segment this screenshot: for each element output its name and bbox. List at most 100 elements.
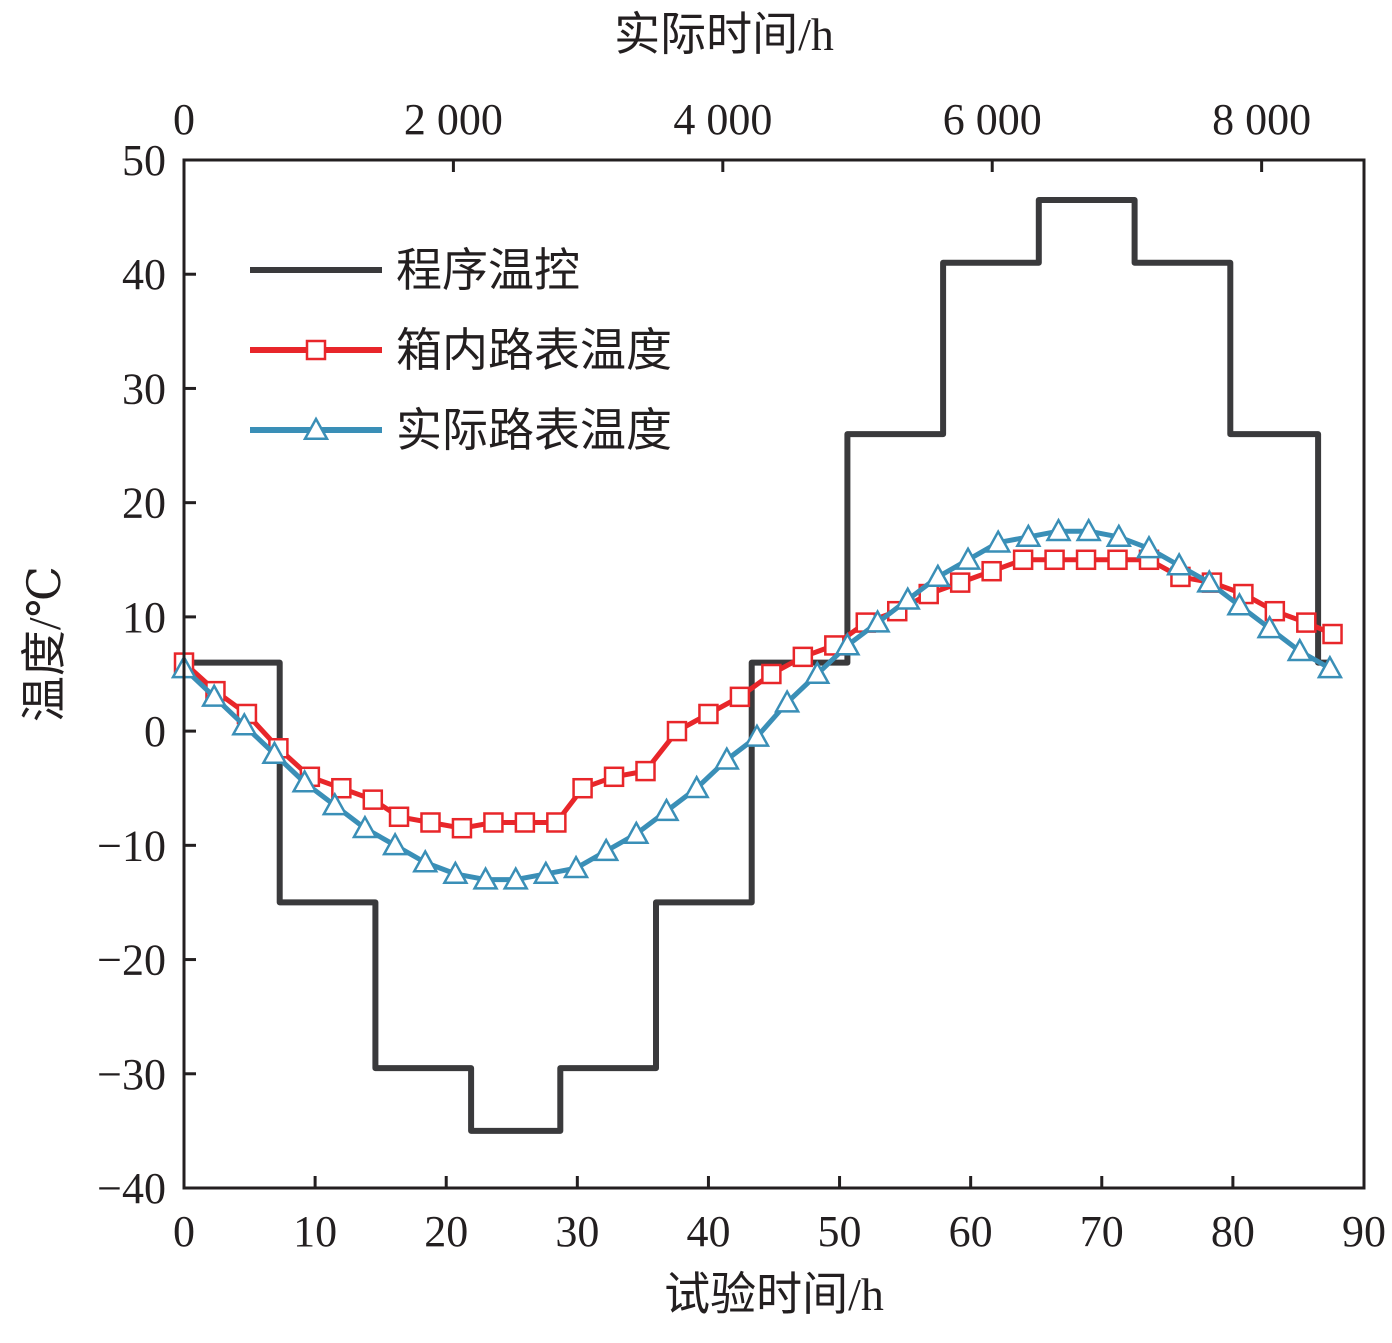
data-point-box-surface-temp [1296, 612, 1317, 633]
data-point-box-surface-temp [362, 789, 384, 810]
data-point-actual-surface-temp [351, 814, 379, 839]
data-point-actual-surface-temp [985, 529, 1012, 553]
data-point-box-surface-temp [761, 663, 782, 685]
data-point-box-surface-temp [603, 766, 625, 788]
data-point-actual-surface-temp [864, 609, 891, 633]
y-tick-label: −30 [97, 1050, 166, 1099]
top-x-tick-label: 4 000 [673, 95, 772, 144]
data-point-actual-surface-temp [773, 688, 801, 713]
data-point-actual-surface-temp [683, 774, 710, 799]
data-point-actual-surface-temp [1226, 591, 1253, 616]
data-point-box-surface-temp [514, 812, 536, 833]
series-line-box-surface-temp [182, 557, 1334, 831]
series-program-control [184, 197, 1332, 1134]
data-point-box-surface-temp [792, 646, 814, 668]
series-line-program-control [184, 197, 1332, 1134]
x-tick-label: 90 [1342, 1207, 1386, 1256]
axes: 0 10 20 30 40 50 60 70 80 90 0 2 000 4 000 6 000 8 000… [97, 95, 1386, 1256]
y-axis-title: 温度/℃ [19, 566, 70, 722]
data-point-box-surface-temp [483, 812, 504, 833]
series-line-actual-surface-temp [182, 528, 1332, 883]
data-point-box-surface-temp [1044, 549, 1065, 571]
data-point-actual-surface-temp [1286, 637, 1313, 662]
x-tick-label: 50 [818, 1207, 862, 1256]
series-actual-surface-temp [170, 517, 1344, 890]
data-point-box-surface-temp [420, 812, 441, 833]
x-tick-label: 10 [293, 1207, 337, 1256]
data-point-box-surface-temp [981, 560, 1002, 582]
data-point-actual-surface-temp [1105, 523, 1132, 547]
data-point-actual-surface-temp [532, 860, 559, 884]
data-point-actual-surface-temp [804, 660, 831, 685]
data-point-actual-surface-temp [834, 631, 861, 656]
x-tick-label: 0 [173, 1207, 195, 1256]
data-point-actual-surface-temp [924, 563, 952, 587]
data-point-actual-surface-temp [653, 797, 680, 822]
y-tick-label: −20 [97, 936, 166, 985]
data-point-actual-surface-temp [1075, 517, 1102, 542]
data-point-box-surface-temp [635, 760, 656, 782]
data-point-actual-surface-temp [321, 791, 348, 816]
legend-label-program-control: 程序温控 [396, 245, 580, 296]
data-point-box-surface-temp [1322, 623, 1343, 645]
data-point-actual-surface-temp [954, 546, 982, 570]
x-tick-label: 30 [555, 1207, 599, 1256]
data-point-actual-surface-temp [623, 820, 650, 844]
data-point-box-surface-temp [546, 812, 567, 833]
data-point-actual-surface-temp [894, 586, 921, 610]
data-point-actual-surface-temp [713, 746, 740, 770]
series-box-surface-temp [173, 549, 1343, 839]
data-point-actual-surface-temp [1256, 614, 1283, 639]
data-point-actual-surface-temp [743, 723, 771, 747]
legend-marker-box-surface-temp [305, 339, 327, 361]
data-point-actual-surface-temp [412, 848, 439, 873]
y-tick-label: 0 [144, 707, 166, 756]
top-x-tick-label: 6 000 [943, 95, 1042, 144]
legend-label-actual-surface-temp: 实际路表温度 [396, 405, 672, 456]
data-point-actual-surface-temp [502, 866, 529, 890]
y-tick-label: 30 [122, 364, 166, 413]
data-point-box-surface-temp [1107, 549, 1128, 571]
data-point-actual-surface-temp [1015, 523, 1042, 547]
data-point-box-surface-temp [572, 777, 593, 799]
x-tick-label: 40 [686, 1207, 730, 1256]
data-point-box-surface-temp [666, 720, 688, 742]
x-tick-label: 70 [1080, 1207, 1124, 1256]
plot-frame [182, 158, 1366, 1190]
data-point-actual-surface-temp [472, 866, 499, 890]
data-point-actual-surface-temp [201, 683, 228, 707]
data-point-actual-surface-temp [231, 711, 258, 736]
y-tick-label: −40 [97, 1164, 166, 1213]
x-axis-title: 试验时间/h [664, 1269, 884, 1320]
x-tick-label: 20 [424, 1207, 468, 1256]
data-point-actual-surface-temp [593, 837, 620, 862]
data-point-box-surface-temp [949, 572, 971, 593]
data-point-box-surface-temp [451, 817, 473, 839]
x-tick-label: 60 [949, 1207, 993, 1256]
legend: 程序温控 箱内路表温度 实际路表温度 [250, 245, 672, 456]
legend-item-program-control: 程序温控 [250, 245, 580, 296]
data-point-box-surface-temp [1264, 600, 1286, 622]
data-point-box-surface-temp [729, 686, 751, 708]
data-point-box-surface-temp [1012, 549, 1034, 571]
y-tick-label: 10 [122, 593, 166, 642]
y-tick-label: 40 [122, 250, 166, 299]
top-x-tick-label: 0 [173, 95, 195, 144]
data-point-actual-surface-temp [562, 854, 590, 879]
data-point-actual-surface-temp [291, 768, 318, 793]
legend-label-box-surface-temp: 箱内路表温度 [396, 325, 672, 376]
data-point-actual-surface-temp [442, 860, 469, 884]
data-point-box-surface-temp [698, 703, 719, 725]
data-point-actual-surface-temp [261, 740, 288, 765]
data-point-actual-surface-temp [1196, 569, 1223, 593]
y-tick-label: 20 [122, 479, 166, 528]
data-point-actual-surface-temp [1316, 654, 1344, 679]
data-point-box-surface-temp [331, 777, 352, 799]
x-tick-label: 80 [1211, 1207, 1255, 1256]
data-point-actual-surface-temp [1135, 534, 1163, 559]
legend-item-actual-surface-temp: 实际路表温度 [250, 405, 672, 456]
data-point-actual-surface-temp [1045, 517, 1072, 542]
plot-area [170, 197, 1344, 1134]
y-tick-label: −10 [97, 821, 166, 870]
